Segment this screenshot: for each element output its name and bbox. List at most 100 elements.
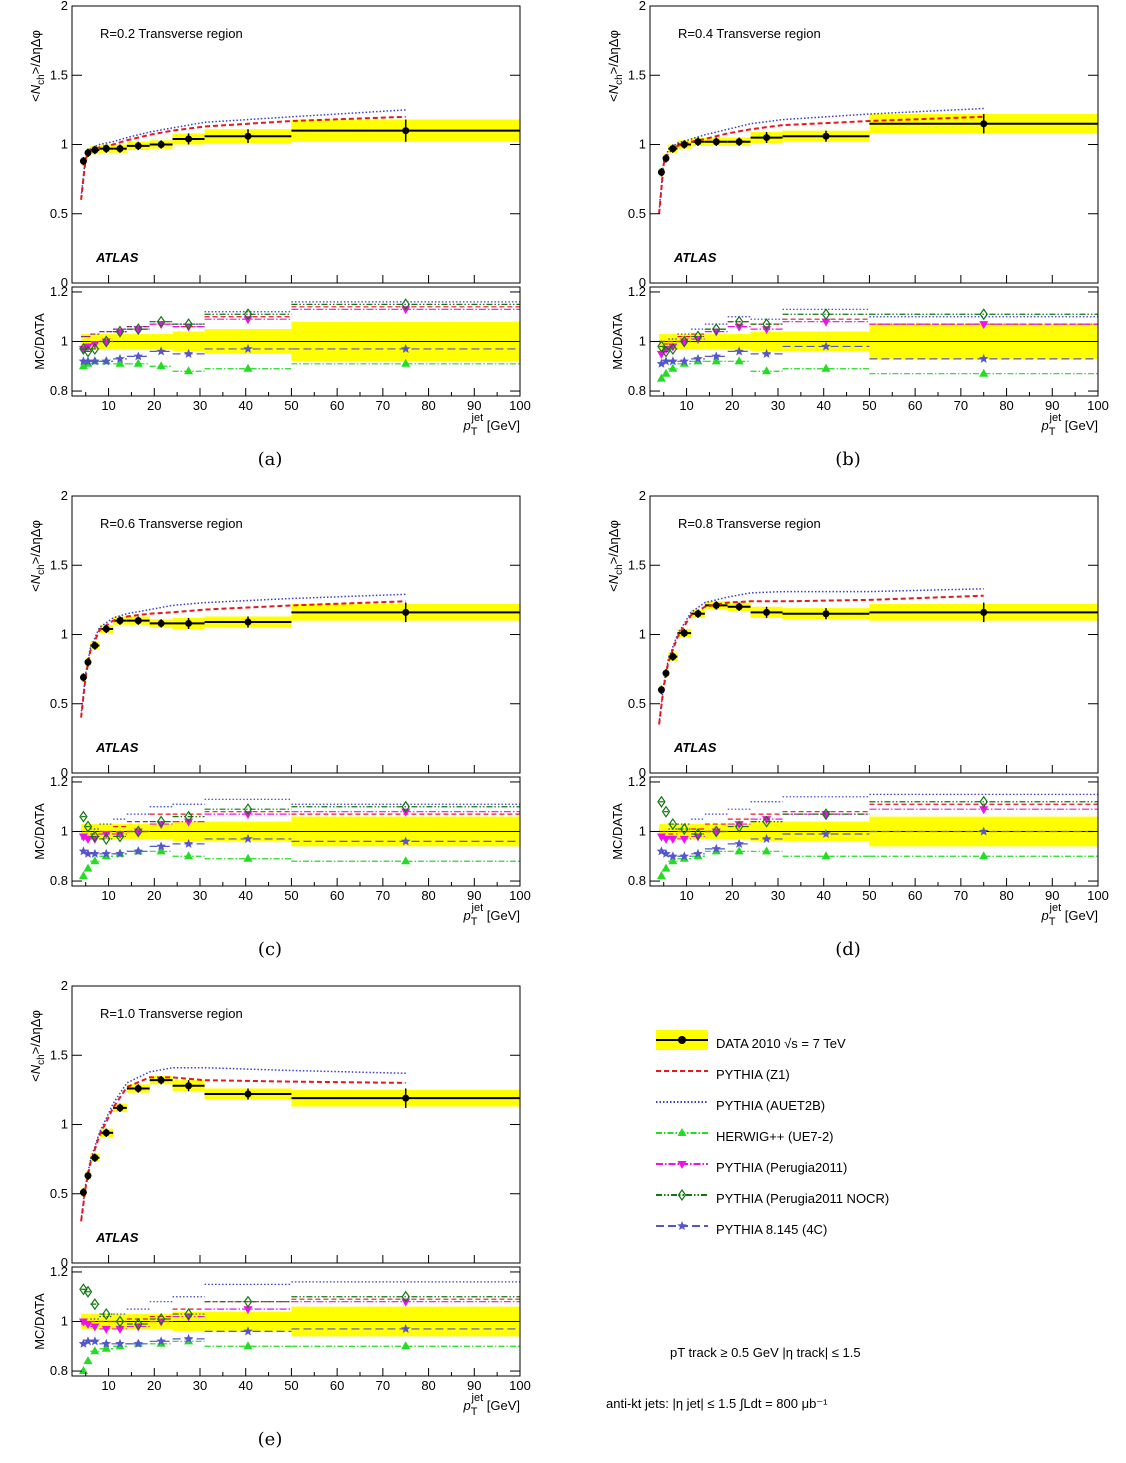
x-tick-label: 80 bbox=[999, 888, 1013, 903]
ratio-y-tick-label: 0.8 bbox=[628, 873, 646, 888]
x-tick-label: 40 bbox=[816, 398, 830, 413]
chart-panel-3: 0 0.5 1 1.5 2 <Nch>/ΔηΔφ R=0.6 Transverse regi… bbox=[28, 488, 531, 960]
legend-marker bbox=[678, 1036, 686, 1044]
herwig-ratio-marker bbox=[78, 1366, 88, 1375]
pythia8_4c-ratio-marker bbox=[656, 846, 667, 856]
data-point bbox=[244, 618, 252, 626]
pythia8_4c-ratio-marker bbox=[661, 356, 671, 366]
pythia8_4c-ratio-marker bbox=[693, 353, 703, 363]
perugia2011_nocr-ratio-marker bbox=[83, 820, 93, 833]
legend-label: PYTHIA (Perugia2011 NOCR) bbox=[716, 1191, 889, 1206]
pythia8_4c-ratio-marker bbox=[734, 346, 744, 356]
z1-curve bbox=[80, 1076, 406, 1222]
herwig-ratio-marker bbox=[78, 871, 88, 880]
auet2b-curve bbox=[80, 593, 406, 715]
x-tick-label: 80 bbox=[999, 398, 1013, 413]
x-tick-label: 70 bbox=[954, 888, 968, 903]
perugia2011_nocr-ratio-marker bbox=[156, 315, 166, 328]
ratio-y-tick-label: 1 bbox=[639, 334, 646, 349]
ratio-y-tick-label: 0.8 bbox=[50, 1363, 68, 1378]
perugia2011-ratio-marker bbox=[979, 321, 989, 330]
perugia2011-ratio-marker bbox=[762, 816, 772, 825]
perugia2011_nocr-ratio-marker bbox=[243, 1295, 253, 1308]
pythia8_4c-ratio-marker bbox=[133, 1338, 143, 1348]
legend-label: PYTHIA 8.145 (4C) bbox=[716, 1222, 827, 1237]
pythia8_4c-ratio-marker bbox=[761, 833, 772, 843]
auet2b-curve bbox=[80, 109, 406, 198]
x-tick-label: 50 bbox=[284, 888, 298, 903]
perugia2011_nocr-ratio-marker bbox=[657, 340, 666, 353]
perugia2011_nocr-ratio-marker bbox=[821, 308, 831, 321]
y-axis-label: <Nch>/ΔηΔφ bbox=[28, 30, 47, 102]
herwig-ratio-marker bbox=[762, 366, 772, 375]
x-tick-label: 10 bbox=[101, 888, 115, 903]
data-point bbox=[244, 132, 252, 140]
pythia8_4c-ratio-marker bbox=[243, 833, 253, 843]
data-point bbox=[669, 145, 677, 153]
herwig-ratio-marker bbox=[734, 356, 744, 365]
data-point bbox=[694, 610, 702, 618]
data-point bbox=[712, 601, 720, 609]
ratio-y-label: MC/DATA bbox=[32, 1293, 47, 1350]
legend-entry: PYTHIA (Perugia2011) bbox=[656, 1160, 847, 1175]
y-tick-label: 1.5 bbox=[628, 67, 646, 82]
ratio-y-tick-label: 1 bbox=[639, 824, 646, 839]
top-frame bbox=[71, 495, 521, 774]
top-frame bbox=[649, 495, 1099, 774]
data-point bbox=[102, 625, 110, 633]
pythia8_4c-ratio-marker bbox=[679, 851, 689, 861]
y-tick-label: 1 bbox=[61, 137, 68, 152]
top-frame bbox=[71, 985, 521, 1264]
perugia2011_nocr-ratio-marker bbox=[680, 822, 689, 836]
herwig-ratio-marker bbox=[101, 1343, 111, 1352]
chart-panel-1: 0 0.5 1 1.5 2 <Nch>/ΔηΔφ R=0.2 Transverse regi… bbox=[28, 0, 531, 470]
data-point bbox=[102, 145, 110, 153]
jet-cuts-label: anti-kt jets: |η jet| ≤ 1.5 ∫Ldt = 800 μ… bbox=[606, 1396, 828, 1411]
y-axis-label: <Nch>/ΔηΔφ bbox=[28, 1010, 47, 1082]
pythia8_4c-ratio-marker bbox=[979, 826, 989, 836]
data-point bbox=[763, 134, 771, 142]
z1-curve bbox=[80, 115, 406, 201]
x-tick-label: 70 bbox=[376, 1378, 390, 1393]
perugia2011_nocr-ratio-marker bbox=[979, 308, 988, 321]
data-point bbox=[79, 1188, 87, 1196]
ratio-y-label: MC/DATA bbox=[32, 313, 47, 370]
y-axis-label: <Nch>/ΔηΔφ bbox=[28, 520, 47, 592]
panel-caption: (d) bbox=[835, 939, 861, 960]
perugia2011_nocr-ratio-marker bbox=[657, 795, 666, 808]
x-tick-label: 20 bbox=[725, 888, 739, 903]
perugia2011-ratio-marker bbox=[115, 1325, 125, 1334]
pythia8_4c-ratio-marker bbox=[821, 341, 831, 351]
herwig-ratio-marker bbox=[401, 1341, 411, 1350]
pythia8_4c-ratio-marker bbox=[101, 356, 111, 366]
y-tick-label: 1.5 bbox=[50, 557, 68, 572]
data-point bbox=[134, 142, 142, 150]
y-tick-label: 1.5 bbox=[628, 557, 646, 572]
x-tick-label: 30 bbox=[193, 888, 207, 903]
perugia2011_nocr-ratio-marker bbox=[979, 795, 988, 808]
x-tick-label: 20 bbox=[147, 398, 161, 413]
perugia2011-ratio-marker bbox=[679, 835, 689, 844]
x-tick-label: 70 bbox=[376, 888, 390, 903]
data-point bbox=[712, 138, 720, 146]
data-point bbox=[84, 1172, 92, 1180]
herwig-ratio-marker bbox=[401, 856, 411, 865]
x-tick-label: 100 bbox=[509, 888, 531, 903]
perugia2011_nocr-ratio-marker bbox=[134, 323, 143, 336]
perugia2011_nocr-ratio-marker bbox=[734, 315, 744, 328]
herwig-ratio-marker bbox=[133, 358, 143, 367]
chart-panel-2: 0 0.5 1 1.5 2 <Nch>/ΔηΔφ R=0.4 Transverse regi… bbox=[606, 0, 1109, 470]
y-tick-label: 0.5 bbox=[50, 206, 68, 221]
herwig-ratio-marker bbox=[762, 846, 772, 855]
herwig-ratio-marker bbox=[83, 1356, 93, 1365]
pythia8_4c-ratio-marker bbox=[115, 848, 125, 858]
y-tick-label: 0.5 bbox=[628, 206, 646, 221]
legend-marker bbox=[677, 1221, 687, 1230]
pythia8_4c-ratio-marker bbox=[183, 348, 194, 358]
perugia2011-ratio-marker bbox=[78, 833, 88, 842]
z1-curve bbox=[658, 594, 984, 725]
perugia2011-ratio-marker bbox=[979, 806, 989, 815]
perugia2011_nocr-ratio-marker bbox=[184, 318, 193, 331]
chart-panel-4: 0 0.5 1 1.5 2 <Nch>/ΔηΔφ R=0.8 Transverse regi… bbox=[606, 488, 1109, 960]
y-tick-label: 0 bbox=[639, 275, 646, 290]
